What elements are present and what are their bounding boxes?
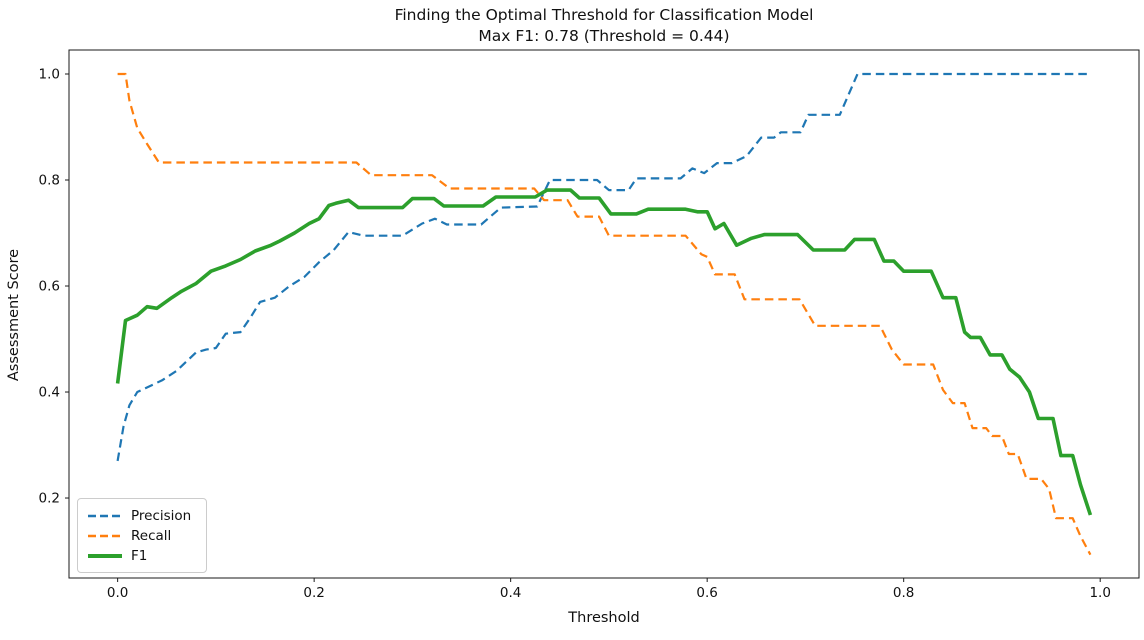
legend-item-recall: Recall [87, 526, 196, 546]
y-tick-label: 0.6 [39, 279, 60, 295]
legend-item-f1: F1 [87, 546, 196, 566]
legend-label-precision: Precision [131, 508, 192, 524]
y-tick-label: 0.8 [39, 173, 60, 189]
legend-label-recall: Recall [131, 528, 172, 544]
legend-swatch-f1 [88, 554, 122, 558]
legend-swatch-recall [88, 534, 122, 538]
x-tick-label: 1.0 [1089, 585, 1110, 601]
chart-title: Finding the Optimal Threshold for Classi… [394, 6, 814, 24]
x-tick-label: 0.6 [696, 585, 717, 601]
chart-subtitle: Max F1: 0.78 (Threshold = 0.44) [478, 27, 730, 45]
chart-title-block: Finding the Optimal Threshold for Classi… [69, 5, 1139, 47]
legend-label-f1: F1 [131, 548, 148, 564]
x-axis-label: Threshold [568, 610, 640, 626]
axes-spines [68, 49, 1140, 579]
y-tick-label: 0.4 [39, 385, 60, 401]
y-axis-label: Assessment Score [6, 248, 22, 382]
legend-swatch-precision [88, 514, 122, 518]
series-line-f1 [115, 188, 1093, 516]
series-line-recall [117, 72, 1092, 556]
x-tick-label: 0.0 [107, 585, 128, 601]
x-tick-label: 0.2 [303, 585, 324, 601]
legend-item-precision: Precision [87, 506, 196, 526]
series-line-precision [116, 72, 1091, 462]
y-tick-label: 1.0 [39, 67, 60, 83]
x-tick-label: 0.4 [500, 585, 521, 601]
x-tick-label: 0.8 [893, 585, 914, 601]
legend: Precision Recall F1 [77, 498, 207, 573]
y-tick-label: 0.2 [39, 491, 60, 507]
